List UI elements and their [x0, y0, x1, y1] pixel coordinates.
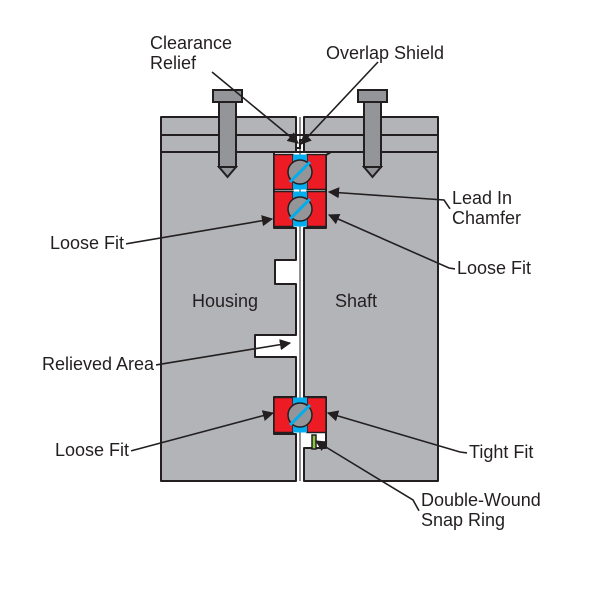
label-double-wound: Double-Wound Snap Ring: [421, 491, 541, 531]
label-loose-fit-bl: Loose Fit: [55, 441, 129, 461]
label-loose-fit-ur: Loose Fit: [457, 259, 531, 279]
label-shaft: Shaft: [335, 292, 377, 312]
label-loose-fit-ul: Loose Fit: [50, 234, 124, 254]
label-lead-in-chamfer: Lead In Chamfer: [452, 189, 521, 229]
label-housing: Housing: [192, 292, 258, 312]
label-relieved-area: Relieved Area: [42, 355, 154, 375]
label-clearance-relief: Clearance Relief: [150, 34, 232, 74]
label-overlap-shield: Overlap Shield: [326, 44, 444, 64]
diagram-stage: Clearance Relief Overlap Shield Lead In …: [0, 0, 600, 600]
label-tight-fit: Tight Fit: [469, 443, 533, 463]
